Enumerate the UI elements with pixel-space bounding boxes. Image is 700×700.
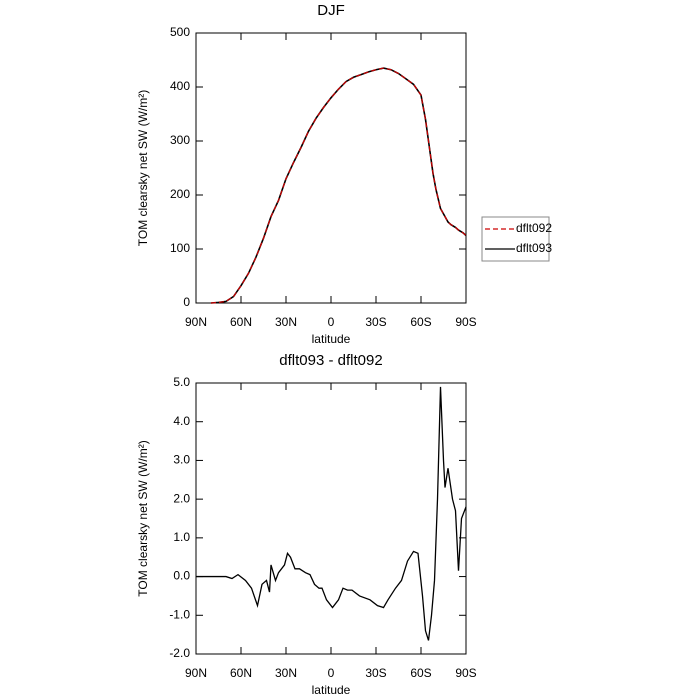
y-tick-label: 300 bbox=[170, 133, 190, 147]
x-axis-label: latitude bbox=[312, 332, 351, 346]
x-tick-label: 90N bbox=[185, 666, 207, 680]
y-tick-label: 100 bbox=[170, 241, 190, 255]
y-axis-label: TOM clearsky net SW (W/m²) bbox=[136, 90, 150, 246]
y-tick-label: 4.0 bbox=[173, 414, 190, 428]
y-tick-label: -1.0 bbox=[169, 607, 190, 621]
x-tick-label: 30S bbox=[365, 315, 386, 329]
plot-frame bbox=[195, 382, 467, 655]
y-tick-label: 500 bbox=[170, 25, 190, 39]
y-tick-label: 3.0 bbox=[173, 453, 190, 467]
y-tick-label: 1.0 bbox=[173, 530, 190, 544]
x-axis-label: latitude bbox=[312, 683, 351, 697]
legend-label: dflt093 bbox=[516, 241, 552, 255]
data-line bbox=[196, 386, 467, 641]
y-tick-label: 5.0 bbox=[173, 375, 190, 389]
x-tick-label: 60S bbox=[410, 666, 431, 680]
y-axis-label: TOM clearsky net SW (W/m²) bbox=[136, 440, 150, 596]
x-tick-label: 30N bbox=[275, 315, 297, 329]
data-line bbox=[210, 67, 467, 304]
legend-label: dflt092 bbox=[516, 221, 552, 235]
data-line bbox=[210, 67, 467, 304]
y-tick-label: 200 bbox=[170, 187, 190, 201]
x-tick-label: 90S bbox=[455, 315, 476, 329]
x-tick-label: 0 bbox=[328, 315, 335, 329]
plot-frame bbox=[195, 32, 467, 304]
y-tick-label: 0.0 bbox=[173, 569, 190, 583]
x-tick-label: 90N bbox=[185, 315, 207, 329]
legend-box bbox=[481, 216, 550, 262]
y-tick-label: -2.0 bbox=[169, 646, 190, 660]
x-tick-label: 60N bbox=[230, 666, 252, 680]
x-tick-label: 30N bbox=[275, 666, 297, 680]
chart-title: DJF bbox=[317, 2, 345, 19]
x-tick-label: 30S bbox=[365, 666, 386, 680]
chart-title: dflt093 - dflt092 bbox=[279, 352, 382, 369]
x-tick-label: 60N bbox=[230, 315, 252, 329]
x-tick-label: 60S bbox=[410, 315, 431, 329]
y-tick-label: 400 bbox=[170, 79, 190, 93]
y-tick-label: 0 bbox=[183, 295, 190, 309]
x-tick-label: 90S bbox=[455, 666, 476, 680]
y-tick-label: 2.0 bbox=[173, 491, 190, 505]
x-tick-label: 0 bbox=[328, 666, 335, 680]
